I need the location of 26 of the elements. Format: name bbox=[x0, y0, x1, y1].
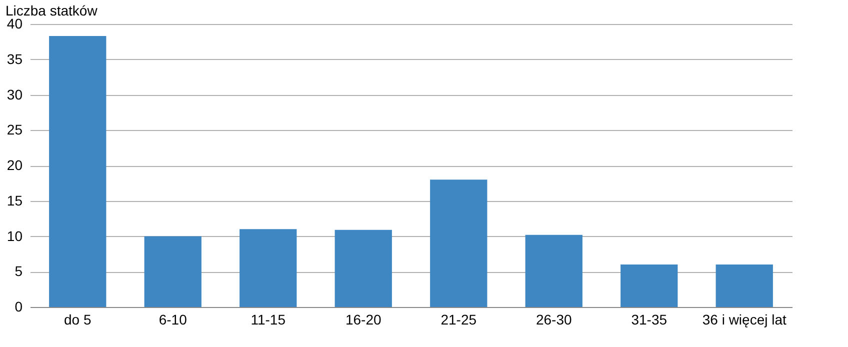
bar bbox=[240, 229, 297, 307]
y-tick-label: 40 bbox=[6, 16, 23, 32]
x-tick-label: 31-35 bbox=[631, 312, 668, 328]
y-axis-title: Liczba statków bbox=[6, 2, 98, 18]
y-tick-label: 30 bbox=[6, 86, 23, 102]
x-tick-label: 11-15 bbox=[250, 312, 286, 328]
bar bbox=[334, 230, 392, 307]
y-tick-label: 0 bbox=[14, 298, 23, 314]
x-tick-label: 26-30 bbox=[536, 312, 572, 328]
x-tick-label: 36 i więcej lat bbox=[702, 312, 787, 328]
bar bbox=[49, 36, 106, 307]
x-tick-label: 6-10 bbox=[158, 312, 188, 328]
x-tick-label: 16-20 bbox=[345, 312, 382, 328]
y-tick-label: 20 bbox=[6, 157, 23, 173]
bar bbox=[525, 234, 582, 307]
bar bbox=[430, 180, 488, 307]
y-tick-label: 15 bbox=[6, 192, 23, 208]
y-tick-label: 25 bbox=[6, 122, 23, 138]
bar bbox=[620, 264, 678, 307]
y-tick-label: 5 bbox=[14, 263, 23, 280]
x-tick-label: 21-25 bbox=[440, 312, 477, 328]
y-tick-label: 10 bbox=[6, 228, 23, 244]
bar bbox=[716, 264, 773, 307]
bar bbox=[144, 236, 202, 307]
y-tick-label: 35 bbox=[6, 50, 23, 67]
x-tick-label: do 5 bbox=[64, 312, 92, 328]
